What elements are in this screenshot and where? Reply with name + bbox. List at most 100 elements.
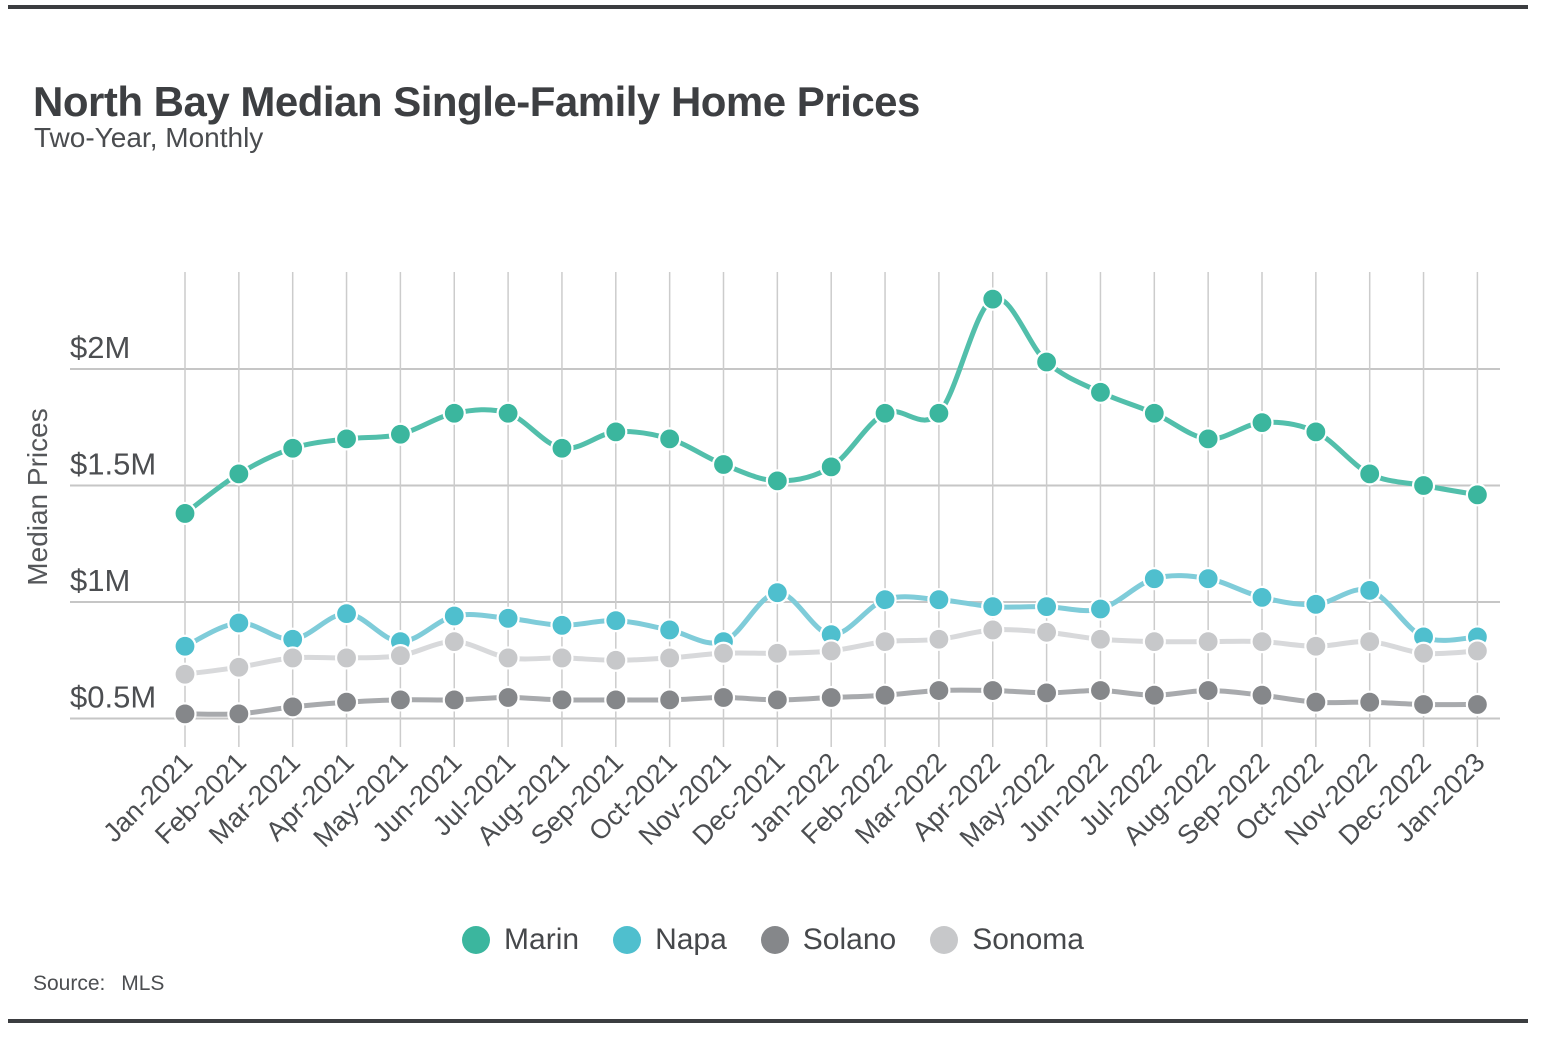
marin-point-May-2022[interactable]: [1034, 350, 1059, 374]
marin-point-Jun-2021[interactable]: [442, 401, 466, 425]
napa-point-Sep-2022[interactable]: [1250, 585, 1274, 609]
solano-point-Jun-2022[interactable]: [1088, 678, 1113, 703]
marin-point-Aug-2021[interactable]: [550, 436, 574, 460]
solano-point-Apr-2022[interactable]: [981, 678, 1005, 703]
napa-point-Jun-2022[interactable]: [1088, 597, 1113, 621]
marin-point-Feb-2021[interactable]: [227, 462, 251, 486]
marin-point-May-2021[interactable]: [388, 422, 412, 446]
sonoma-point-Jun-2021[interactable]: [442, 630, 466, 654]
sonoma-point-Dec-2021[interactable]: [765, 641, 789, 665]
napa-point-Nov-2022[interactable]: [1358, 578, 1382, 602]
marin-point-Sep-2022[interactable]: [1250, 410, 1274, 435]
marin-point-Mar-2022[interactable]: [927, 401, 951, 425]
sonoma-point-Jan-2022[interactable]: [819, 639, 843, 663]
napa-point-Oct-2022[interactable]: [1304, 592, 1328, 616]
sonoma-point-Mar-2021[interactable]: [281, 646, 305, 670]
solano-point-Nov-2022[interactable]: [1358, 690, 1382, 714]
solano-point-Oct-2022[interactable]: [1304, 690, 1328, 714]
sonoma-point-Sep-2021[interactable]: [604, 648, 628, 672]
sonoma-point-Jul-2022[interactable]: [1142, 630, 1166, 654]
sonoma-point-Dec-2022[interactable]: [1411, 641, 1436, 665]
solano-point-Aug-2022[interactable]: [1196, 678, 1220, 703]
solano-point-Sep-2022[interactable]: [1250, 683, 1274, 707]
sonoma-point-Feb-2021[interactable]: [227, 655, 251, 679]
marin-point-Oct-2022[interactable]: [1304, 420, 1328, 444]
sonoma-point-Nov-2021[interactable]: [711, 641, 736, 665]
marin-point-Apr-2022[interactable]: [981, 287, 1005, 311]
marin-point-Oct-2021[interactable]: [658, 427, 682, 451]
napa-point-Oct-2021[interactable]: [658, 618, 682, 642]
napa-point-Mar-2022[interactable]: [927, 588, 951, 612]
solano-point-Apr-2021[interactable]: [334, 690, 359, 714]
marin-point-Jul-2021[interactable]: [496, 401, 520, 425]
solano-point-Mar-2022[interactable]: [927, 678, 951, 703]
napa-point-Aug-2022[interactable]: [1196, 567, 1220, 591]
sonoma-point-Jan-2021[interactable]: [173, 662, 197, 686]
legend-item-sonoma[interactable]: Sonoma: [930, 923, 1084, 957]
solano-point-Jan-2023[interactable]: [1465, 692, 1490, 717]
solano-point-Jan-2021[interactable]: [173, 702, 197, 726]
sonoma-point-Apr-2021[interactable]: [334, 646, 359, 670]
marin-point-Nov-2022[interactable]: [1358, 462, 1382, 486]
sonoma-point-Jun-2022[interactable]: [1088, 627, 1113, 651]
sonoma-point-Jan-2023[interactable]: [1465, 639, 1490, 663]
solano-point-Nov-2021[interactable]: [711, 685, 736, 710]
sonoma-point-Aug-2022[interactable]: [1196, 630, 1220, 654]
napa-point-Jun-2021[interactable]: [442, 604, 466, 628]
sonoma-point-Apr-2022[interactable]: [981, 618, 1005, 642]
solano-point-Jun-2021[interactable]: [442, 688, 466, 712]
napa-point-Jan-2021[interactable]: [173, 634, 197, 658]
sonoma-point-Feb-2022[interactable]: [873, 630, 897, 654]
napa-point-Aug-2021[interactable]: [550, 613, 574, 637]
napa-point-May-2022[interactable]: [1034, 595, 1059, 619]
sonoma-point-Sep-2022[interactable]: [1250, 630, 1274, 654]
marin-point-Apr-2021[interactable]: [334, 427, 359, 451]
solano-point-Dec-2021[interactable]: [765, 688, 789, 712]
solano-point-Jul-2022[interactable]: [1142, 683, 1166, 707]
marin-point-Jul-2022[interactable]: [1142, 401, 1166, 425]
napa-point-Sep-2021[interactable]: [604, 609, 628, 633]
solano-point-Aug-2021[interactable]: [550, 688, 574, 712]
solano-point-Sep-2021[interactable]: [604, 688, 628, 712]
marin-point-Nov-2021[interactable]: [711, 452, 736, 477]
marin-point-Mar-2021[interactable]: [281, 436, 305, 460]
sonoma-point-Aug-2021[interactable]: [550, 646, 574, 670]
marin-point-Dec-2022[interactable]: [1411, 473, 1436, 498]
marin-point-Sep-2021[interactable]: [604, 420, 628, 444]
legend-item-napa[interactable]: Napa: [613, 923, 727, 957]
marin-point-Jan-2021[interactable]: [173, 501, 197, 526]
solano-point-May-2022[interactable]: [1034, 681, 1059, 705]
napa-point-Feb-2022[interactable]: [873, 588, 897, 612]
solano-point-Dec-2022[interactable]: [1411, 692, 1436, 717]
sonoma-point-Nov-2022[interactable]: [1358, 630, 1382, 654]
sonoma-point-May-2022[interactable]: [1034, 620, 1059, 644]
marin-point-Jan-2023[interactable]: [1465, 483, 1490, 507]
napa-point-Feb-2021[interactable]: [227, 611, 251, 635]
marin-point-Aug-2022[interactable]: [1196, 427, 1220, 451]
napa-point-Apr-2022[interactable]: [981, 595, 1005, 619]
solano-series-dot-icon: [760, 926, 789, 954]
sonoma-point-Mar-2022[interactable]: [927, 627, 951, 651]
napa-point-Apr-2021[interactable]: [334, 602, 359, 626]
legend-item-solano[interactable]: Solano: [760, 923, 896, 957]
sonoma-point-Jul-2021[interactable]: [496, 646, 520, 670]
solano-point-Jul-2021[interactable]: [496, 685, 520, 710]
marin-point-Feb-2022[interactable]: [873, 401, 897, 425]
napa-point-Jul-2022[interactable]: [1142, 567, 1166, 591]
napa-point-Dec-2021[interactable]: [765, 581, 789, 605]
solano-point-Oct-2021[interactable]: [658, 688, 682, 712]
sonoma-point-May-2021[interactable]: [388, 643, 412, 668]
solano-point-Feb-2021[interactable]: [227, 702, 251, 726]
sonoma-point-Oct-2021[interactable]: [658, 646, 682, 670]
source-note: Source: MLS: [33, 972, 164, 996]
legend-item-marin[interactable]: Marin: [462, 923, 579, 957]
solano-point-Jan-2022[interactable]: [819, 685, 843, 710]
solano-point-Feb-2022[interactable]: [873, 683, 897, 707]
marin-point-Jun-2022[interactable]: [1088, 380, 1113, 404]
marin-point-Dec-2021[interactable]: [765, 469, 789, 493]
marin-point-Jan-2022[interactable]: [819, 455, 843, 479]
solano-point-Mar-2021[interactable]: [281, 695, 305, 719]
sonoma-point-Oct-2022[interactable]: [1304, 634, 1328, 658]
napa-point-Jul-2021[interactable]: [496, 606, 520, 630]
solano-point-May-2021[interactable]: [388, 688, 412, 712]
